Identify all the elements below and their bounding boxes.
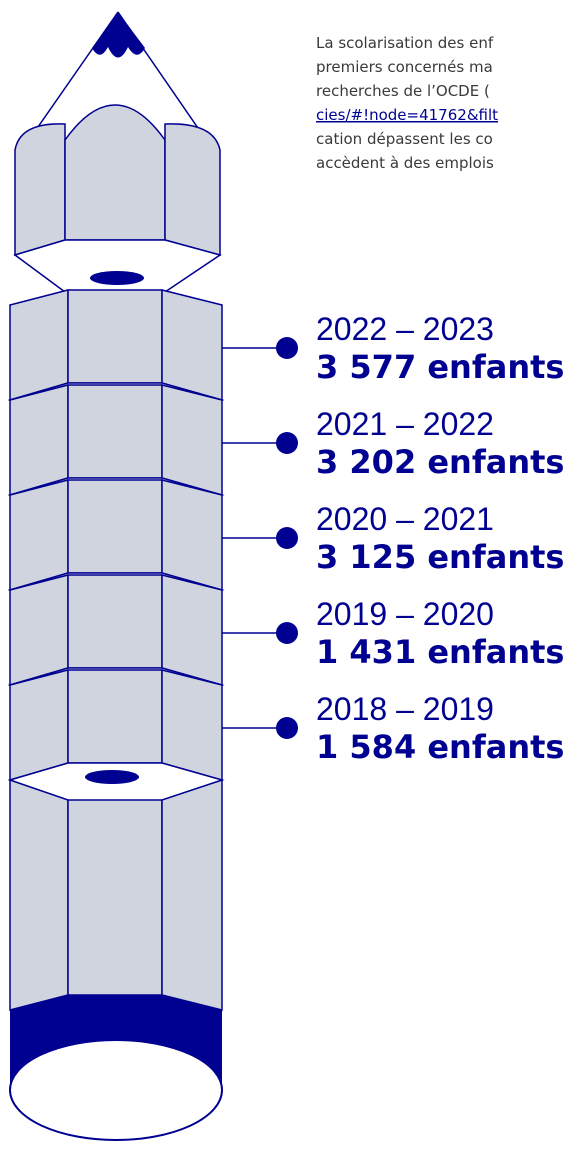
face <box>68 575 162 668</box>
dot <box>276 527 298 549</box>
dot <box>276 717 298 739</box>
face <box>10 480 68 590</box>
face <box>68 480 162 573</box>
count: 1 584 enfants <box>316 728 564 766</box>
face <box>162 385 222 495</box>
year: 2019 – 2020 <box>316 596 494 632</box>
face <box>10 385 68 495</box>
face <box>162 480 222 590</box>
face <box>10 670 68 780</box>
year: 2020 – 2021 <box>316 501 494 537</box>
count: 3 125 enfants <box>316 538 564 576</box>
intro-line: La scolarisation des enf <box>316 34 494 52</box>
count: 1 431 enfants <box>316 633 564 671</box>
intro-line: premiers concernés ma <box>316 58 493 76</box>
face <box>68 670 162 763</box>
face <box>10 290 68 400</box>
year: 2018 – 2019 <box>316 691 494 727</box>
pencil-tip <box>15 12 220 292</box>
face <box>68 385 162 478</box>
intro-line: cies/#!node=41762&filt <box>316 106 498 124</box>
intro-line: recherches de l’OCDE ( <box>316 82 490 100</box>
pencil-end <box>10 765 222 1140</box>
face <box>162 290 222 400</box>
face <box>162 670 222 780</box>
count: 3 202 enfants <box>316 443 564 481</box>
dot <box>276 622 298 644</box>
intro-line: accèdent à des emplois <box>316 154 494 172</box>
pencil-segment <box>10 670 298 800</box>
page: La scolarisation des enf premiers concern… <box>0 0 581 1155</box>
year: 2022 – 2023 <box>316 311 494 347</box>
hole <box>85 770 139 784</box>
dot <box>276 337 298 359</box>
count: 3 577 enfants <box>316 348 564 386</box>
face <box>10 575 68 685</box>
intro-line: cation dépassent les co <box>316 130 493 148</box>
face <box>68 290 162 383</box>
dot <box>276 432 298 454</box>
face <box>162 575 222 685</box>
year: 2021 – 2022 <box>316 406 494 442</box>
